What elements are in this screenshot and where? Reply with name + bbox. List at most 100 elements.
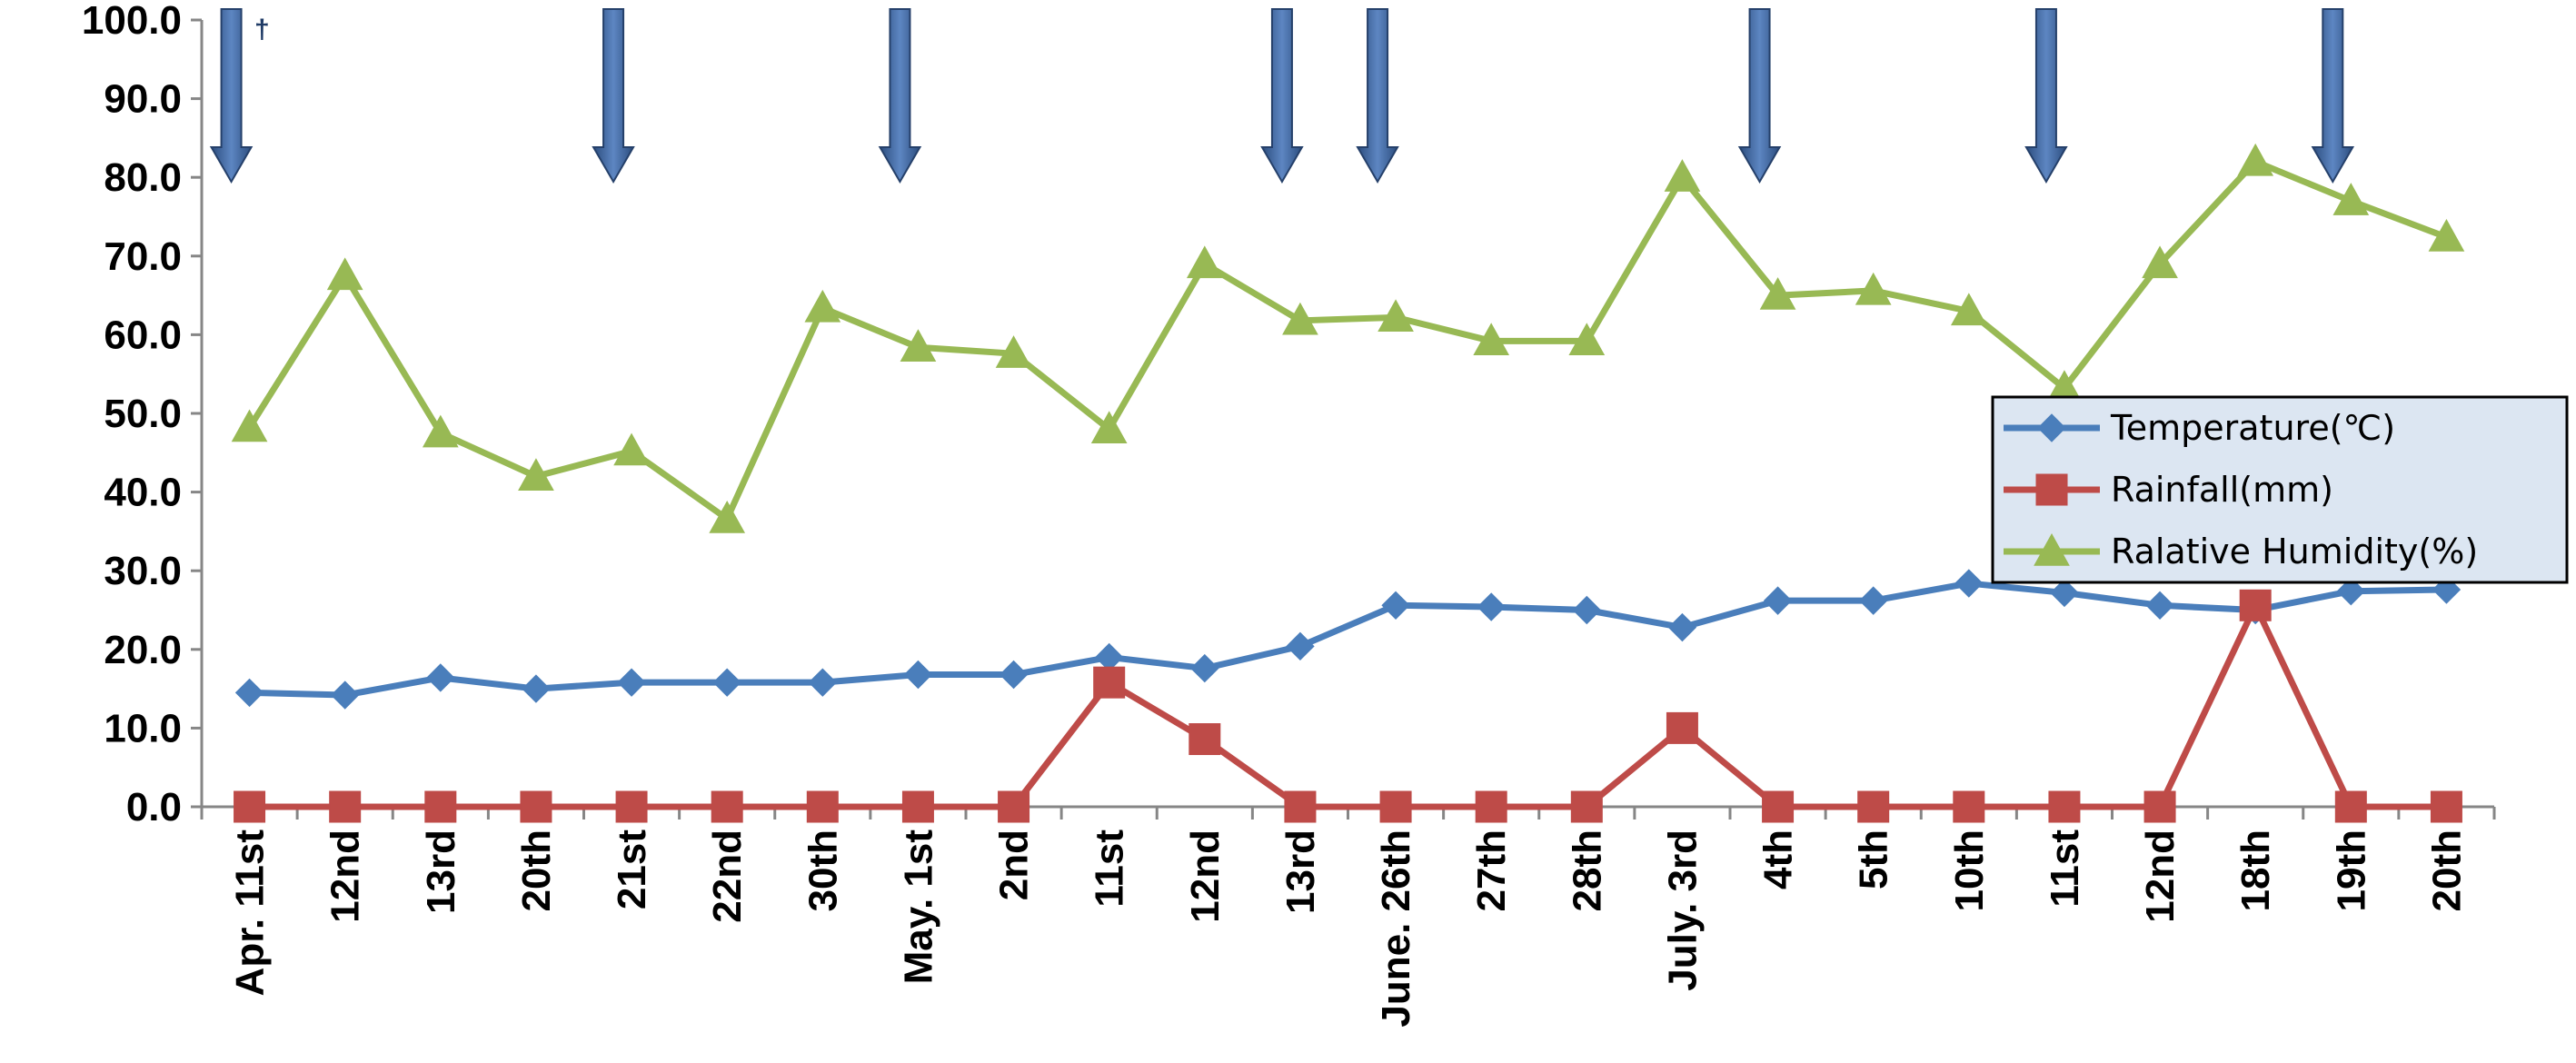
series-point [2143, 790, 2176, 823]
series-point [900, 329, 937, 362]
series-point [806, 790, 839, 823]
series-point [1664, 159, 1701, 192]
x-tick-label: 22nd [705, 830, 750, 923]
series-point [808, 668, 838, 697]
legend-label: Ralative Humidity(%) [2111, 532, 2478, 571]
event-arrow [878, 8, 922, 184]
series-point [234, 678, 264, 708]
x-tick-label: Apr. 11st [228, 830, 273, 997]
series-point [2037, 413, 2066, 442]
series-point [326, 257, 363, 291]
series-point [2034, 532, 2070, 566]
y-tick-label: 10.0 [104, 706, 182, 750]
event-arrow [209, 8, 254, 184]
legend-label: Rainfall(mm) [2111, 470, 2333, 510]
series-point [1568, 323, 1606, 356]
event-arrow [1356, 8, 1399, 184]
x-tick-label: 19th [2329, 830, 2373, 911]
x-tick-label: 20th [2424, 830, 2469, 911]
series-point [1763, 586, 1793, 615]
series-point [901, 790, 934, 823]
x-tick-label: 20th [514, 830, 559, 911]
x-axis-ticks: Apr. 11st 12nd 13rd 20th 21st 22nd 30th May. 1s… [200, 807, 2496, 1028]
series-point [1093, 666, 1126, 699]
series-point [2428, 218, 2465, 252]
series-point [1477, 592, 1506, 621]
series-point [1282, 302, 1318, 335]
y-tick-label: 0.0 [126, 785, 182, 830]
series-point [1858, 586, 1888, 615]
x-tick-label: 13rd [1278, 830, 1323, 914]
y-axis-ticks: 0.0 10.0 20.0 30.0 40.0 50.0 60.0 70.0 80.0 90.0 1… [82, 0, 202, 830]
event-arrow [1737, 8, 1782, 184]
series-0 [234, 569, 2462, 710]
series-point [1378, 299, 1414, 333]
series-point [2334, 790, 2367, 823]
series-point [998, 790, 1030, 823]
series-point [1190, 653, 1219, 683]
x-tick-label: June. 26th [1374, 830, 1418, 1028]
series-point [1762, 790, 1795, 823]
series-point [1475, 790, 1507, 823]
series-point [1950, 293, 1987, 326]
series-point [709, 501, 746, 533]
series-point [1473, 323, 1510, 356]
series-point [231, 409, 268, 442]
series-point [1855, 272, 1892, 305]
legend-label: Temperature(℃) [2110, 408, 2395, 448]
series-point [2239, 589, 2272, 621]
series-point [1186, 245, 1223, 279]
x-tick-label: 11st [2043, 830, 2087, 908]
series-point [1572, 595, 1602, 625]
x-tick-label: 10th [1947, 830, 1992, 911]
series-point [1090, 411, 1128, 444]
series-point [711, 790, 743, 823]
event-arrow [2311, 8, 2355, 184]
series-point [1189, 723, 1221, 756]
y-tick-label: 20.0 [104, 628, 182, 672]
series-point [1284, 790, 1317, 823]
series-point [518, 458, 554, 491]
series-line [249, 601, 2447, 810]
y-tick-label: 40.0 [104, 471, 182, 515]
event-arrows [209, 8, 2355, 184]
series-line [249, 580, 2447, 699]
y-tick-label: 90.0 [104, 77, 182, 122]
series-1 [234, 589, 2462, 823]
series-point [995, 335, 1032, 368]
y-tick-label: 70.0 [104, 234, 182, 279]
series-point [330, 681, 360, 710]
series-point [1857, 790, 1890, 823]
series-point [2145, 591, 2174, 621]
series-point [2332, 183, 2370, 215]
x-tick-label: 2nd [992, 830, 1037, 900]
series-line [246, 158, 2448, 522]
series-point [520, 790, 552, 823]
y-tick-label: 30.0 [104, 549, 182, 593]
x-tick-label: 30th [801, 830, 845, 911]
y-tick-label: 100.0 [82, 0, 182, 43]
series-point [234, 790, 266, 823]
x-tick-label: 5th [1852, 830, 1896, 889]
series-point [1286, 631, 1315, 661]
x-tick-label: 12nd [323, 830, 368, 923]
x-tick-label: 12nd [1183, 830, 1228, 923]
series-point [1666, 711, 1698, 744]
series-point [2336, 577, 2366, 606]
series-point [1953, 790, 1985, 823]
x-tick-label: 21st [610, 830, 654, 909]
x-tick-label: 4th [1756, 830, 1801, 889]
series-point [712, 668, 741, 697]
series-point [2035, 473, 2068, 506]
series-point [1570, 790, 1603, 823]
x-tick-label: 13rd [419, 830, 463, 914]
series-point [426, 663, 455, 692]
x-tick-label: July. 3rd [1660, 830, 1705, 991]
series-point [2237, 143, 2274, 176]
x-tick-label: 18th [2233, 830, 2278, 911]
y-tick-label: 50.0 [104, 392, 182, 436]
series-point [804, 289, 841, 323]
series-point [424, 790, 457, 823]
series-point [1759, 277, 1796, 310]
